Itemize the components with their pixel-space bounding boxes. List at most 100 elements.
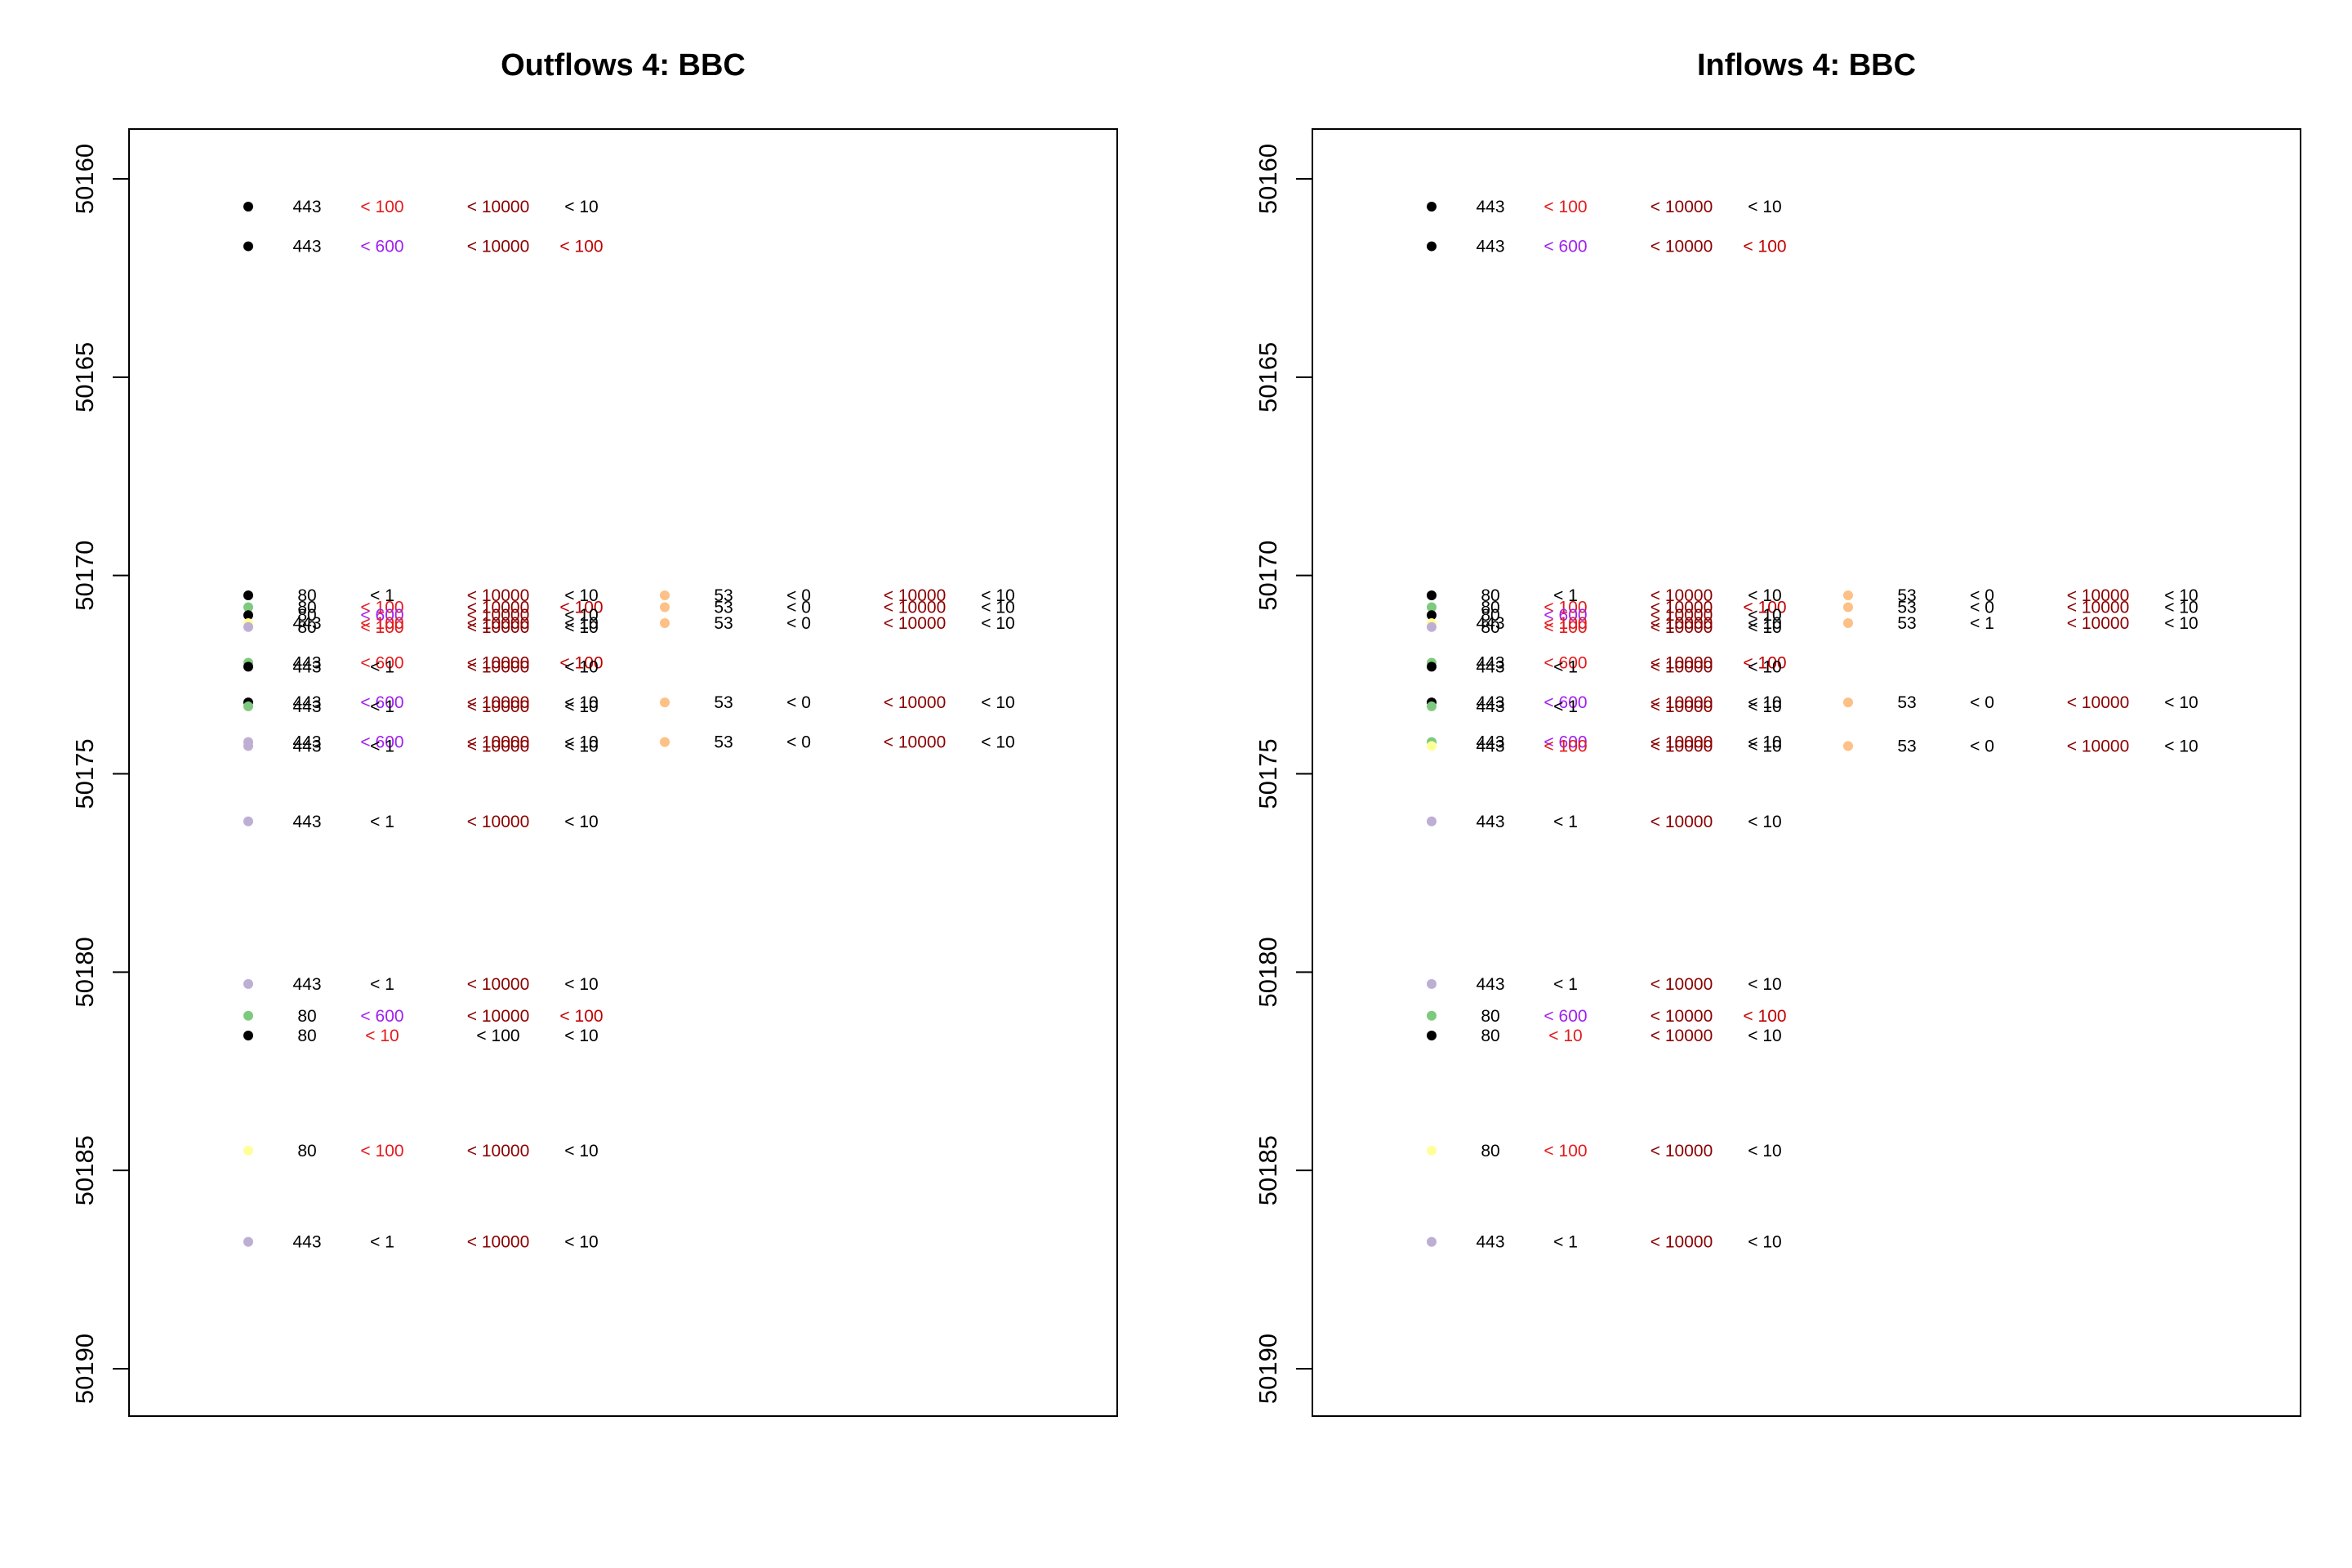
outflows-point-label-port: 80 <box>297 1027 316 1045</box>
outflows-point <box>243 1031 253 1041</box>
inflows-point-label-port: 443 <box>1476 1233 1504 1252</box>
inflows-point <box>1427 1236 1437 1247</box>
inflows-point-label-bytes: < 10000 <box>1650 733 1713 752</box>
outflows-point-label-bytes: < 10000 <box>467 657 530 676</box>
inflows-point-label-port: 443 <box>1476 697 1504 716</box>
outflows-point-label-packets: < 1 <box>370 586 394 605</box>
inflows-point-label-duration: < 10 <box>1748 1027 1781 1045</box>
inflows-point-label-packets: < 1 <box>1553 1233 1578 1252</box>
inflows-point-label-bytes: < 10000 <box>1650 606 1713 625</box>
inflows-point-label-port: 443 <box>1476 654 1504 673</box>
outflows-point-label-duration: < 100 <box>559 238 603 256</box>
inflows-point <box>1427 662 1437 672</box>
outflows-point-label-duration: < 10 <box>981 586 1014 605</box>
outflows-point-label-port: 443 <box>292 733 321 752</box>
outflows-point <box>243 978 253 989</box>
outflows-point-label-duration: < 100 <box>559 1007 603 1026</box>
inflows-point-label-packets: < 0 <box>1970 599 1994 617</box>
inflows-point <box>1427 610 1437 621</box>
inflows-point-label-duration: < 10 <box>2164 599 2198 617</box>
outflows-point-label-duration: < 10 <box>564 614 598 633</box>
outflows-point-label-bytes: < 10000 <box>467 1007 530 1026</box>
outflows-point <box>660 737 670 747</box>
inflows-point-label-duration: < 10 <box>1748 586 1781 605</box>
outflows-point <box>660 590 670 600</box>
outflows-point-label-duration: < 10 <box>564 657 598 676</box>
outflows-point-label-duration: < 100 <box>559 599 603 617</box>
outflows-point-label-port: 53 <box>714 614 733 633</box>
outflows-point-label-bytes: < 10000 <box>467 198 530 216</box>
outflows-point-label-packets: < 600 <box>360 606 403 625</box>
inflows-point-label-packets: < 0 <box>1970 693 1994 712</box>
inflows-point <box>1843 741 1853 751</box>
inflows-point-label-port: 80 <box>1481 1027 1499 1045</box>
outflows-point-label-bytes: < 10000 <box>884 614 947 633</box>
inflows-point-label-port: 443 <box>1476 733 1504 752</box>
inflows-point <box>1843 617 1853 628</box>
inflows-panel: Inflows 4: BBC 50160 50165 50170 50175 50180… <box>1254 48 2301 1417</box>
inflows-point-label-duration: < 10 <box>1748 606 1781 625</box>
inflows-title: Inflows 4: BBC <box>1697 48 1916 82</box>
outflows-point-label-duration: < 10 <box>564 733 598 752</box>
inflows-point-label-packets: < 600 <box>1544 654 1587 673</box>
inflows-point-label-port: 80 <box>1481 606 1499 625</box>
inflows-point-label-duration: < 10 <box>2164 614 2198 633</box>
inflows-point-label-packets: < 1 <box>1553 586 1578 605</box>
outflows-point <box>243 241 253 252</box>
outflows-point-label-bytes: < 10000 <box>467 693 530 712</box>
inflows-point-label-bytes: < 10000 <box>2067 737 2130 756</box>
outflows-point <box>243 662 253 672</box>
inflows-point-label-duration: < 10 <box>1748 813 1781 831</box>
outflows-point-label-packets: < 1 <box>370 813 394 831</box>
inflows-point-label-port: 80 <box>1481 618 1499 637</box>
inflows-point-label-bytes: < 10000 <box>1650 618 1713 637</box>
inflows-point-label-port: 80 <box>1481 1007 1499 1026</box>
inflows-point-label-packets: < 100 <box>1544 599 1587 617</box>
outflows-y-tick-label: 50190 <box>70 1334 99 1404</box>
outflows-point <box>243 741 253 751</box>
inflows-point-label-bytes: < 10000 <box>2067 614 2130 633</box>
inflows-point <box>1427 741 1437 751</box>
outflows-point-label-packets: < 1 <box>370 975 394 994</box>
outflows-point-label-port: 443 <box>292 975 321 994</box>
outflows-plot-frame <box>128 128 1118 1417</box>
inflows-point-label-bytes: < 10000 <box>2067 586 2130 605</box>
outflows-point-label-packets: < 0 <box>786 599 811 617</box>
inflows-point <box>1427 602 1437 612</box>
outflows-point-label-port: 80 <box>297 1142 316 1160</box>
outflows-point-label-port: 443 <box>292 693 321 712</box>
inflows-point-label-bytes: < 10000 <box>1650 737 1713 756</box>
inflows-point <box>1427 1031 1437 1041</box>
outflows-point <box>243 1145 253 1156</box>
inflows-point-label-port: 80 <box>1481 1142 1499 1160</box>
outflows-point-label-bytes: < 10000 <box>467 238 530 256</box>
inflows-point-label-bytes: < 10000 <box>1650 654 1713 673</box>
outflows-point <box>243 201 253 212</box>
outflows-point <box>660 697 670 708</box>
inflows-point <box>1427 590 1437 600</box>
outflows-point-label-duration: < 10 <box>564 618 598 637</box>
inflows-point-label-duration: < 10 <box>1748 737 1781 756</box>
inflows-y-tick-label: 50185 <box>1254 1135 1282 1205</box>
outflows-point-label-duration: < 10 <box>564 606 598 625</box>
outflows-point-label-packets: < 1 <box>370 1233 394 1252</box>
outflows-point-label-bytes: < 100 <box>476 1027 519 1045</box>
inflows-point-label-duration: < 10 <box>1748 614 1781 633</box>
inflows-point-label-duration: < 10 <box>1748 1142 1781 1160</box>
inflows-point-label-packets: < 100 <box>1544 614 1587 633</box>
inflows-point-label-duration: < 100 <box>1743 599 1786 617</box>
outflows-y-tick-label: 50170 <box>70 541 99 611</box>
outflows-point-label-port: 80 <box>297 606 316 625</box>
inflows-y-tick-label: 50160 <box>1254 144 1282 214</box>
inflows-point-label-packets: < 1 <box>1553 697 1578 716</box>
outflows-point-label-duration: < 10 <box>564 198 598 216</box>
outflows-point-label-bytes: < 10000 <box>467 975 530 994</box>
inflows-point-label-bytes: < 10000 <box>1650 586 1713 605</box>
outflows-point-label-bytes: < 10000 <box>884 599 947 617</box>
inflows-point-label-bytes: < 10000 <box>1650 1142 1713 1160</box>
outflows-y-tick-label: 50160 <box>70 144 99 214</box>
outflows-point-label-packets: < 1 <box>370 737 394 756</box>
outflows-point-label-port: 443 <box>292 238 321 256</box>
inflows-point <box>1427 978 1437 989</box>
outflows-point <box>243 1010 253 1021</box>
